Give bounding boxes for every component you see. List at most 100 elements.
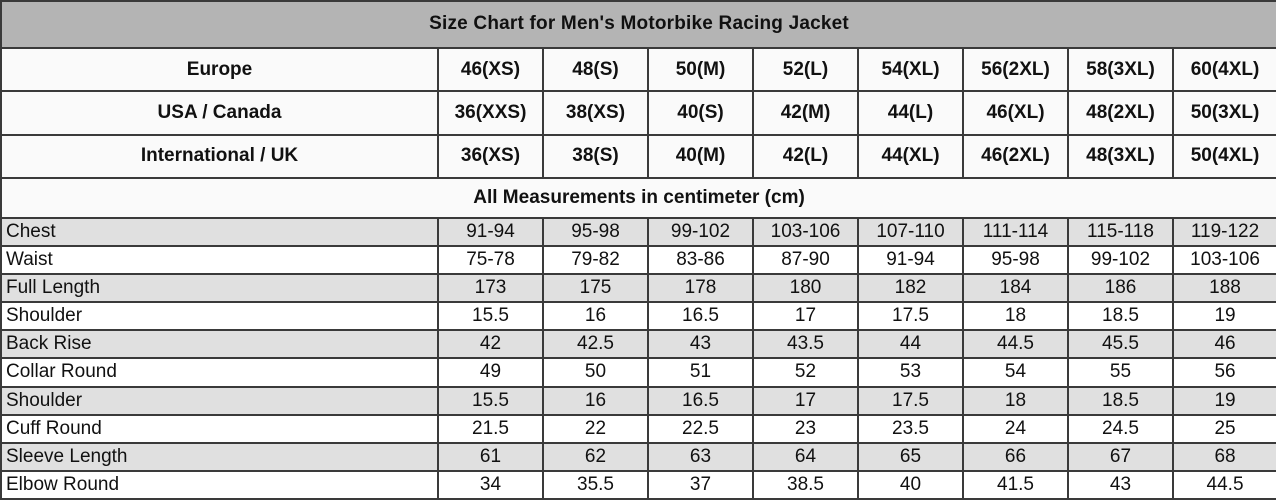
measurement-value: 61 [437,441,544,472]
measurement-label: Full Length [0,272,439,304]
measurement-row: Collar Round 49 50 51 52 53 54 55 56 [0,357,1276,388]
measurement-label: Cuff Round [0,413,439,444]
measurement-value: 38.5 [752,469,859,500]
measurement-value: 75-78 [437,244,544,276]
measurement-value: 17.5 [857,301,964,332]
measurement-value: 21.5 [437,413,544,444]
measurement-value: 99-102 [1067,244,1174,276]
measurement-value: 18 [962,301,1069,332]
measurement-value: 184 [962,272,1069,304]
size-value: 50(4XL) [1171,133,1276,179]
size-system-label: Europe [0,46,439,93]
measurement-value: 43 [1067,469,1174,500]
size-value: 38(S) [542,133,649,179]
size-value: 44(XL) [857,133,964,179]
measurement-value: 66 [962,441,1069,472]
banner-row: All Measurements in centimeter (cm) [0,176,1276,219]
measurement-value: 24 [962,413,1069,444]
chart-title: Size Chart for Men's Motorbike Racing Ja… [0,0,1276,49]
size-value: 50(3XL) [1171,90,1276,136]
size-value: 44(L) [857,90,964,136]
size-value: 46(XS) [437,46,544,93]
measurement-value: 42 [437,329,544,360]
measurement-value: 54 [962,357,1069,388]
measurement-row: Full Length 173 175 178 180 182 184 186 188 [0,272,1276,304]
measurement-value: 22 [542,413,649,444]
measurement-value: 45.5 [1067,329,1174,360]
measurement-value: 49 [437,357,544,388]
size-system-label: USA / Canada [0,90,439,136]
measurement-value: 44.5 [1171,469,1276,500]
measurement-value: 83-86 [647,244,754,276]
measurement-value: 22.5 [647,413,754,444]
size-value: 42(M) [752,90,859,136]
measurement-row: Chest 91-94 95-98 99-102 103-106 107-110 111-1… [0,216,1276,247]
measurement-value: 111-114 [962,216,1069,247]
measurement-value: 17.5 [857,385,964,416]
size-system-label: International / UK [0,133,439,179]
measurement-rows: Chest 91-94 95-98 99-102 103-106 107-110 111-1… [0,216,1276,500]
measurement-value: 186 [1067,272,1174,304]
measurement-label: Sleeve Length [0,441,439,472]
size-value: 38(XS) [542,90,649,136]
measurement-value: 50 [542,357,649,388]
measurement-label: Collar Round [0,357,439,388]
size-value: 56(2XL) [962,46,1069,93]
measurement-value: 178 [647,272,754,304]
measurement-row: Back Rise 42 42.5 43 43.5 44 44.5 45.5 46 [0,329,1276,360]
measurement-unit-banner: All Measurements in centimeter (cm) [0,176,1276,219]
measurement-value: 62 [542,441,649,472]
measurement-row: Shoulder 15.5 16 16.5 17 17.5 18 18.5 19 [0,385,1276,416]
measurement-value: 16 [542,301,649,332]
measurement-label: Chest [0,216,439,247]
measurement-value: 17 [752,385,859,416]
measurement-value: 35.5 [542,469,649,500]
measurement-value: 43 [647,329,754,360]
size-value: 36(XS) [437,133,544,179]
measurement-value: 68 [1171,441,1276,472]
measurement-label: Shoulder [0,385,439,416]
measurement-value: 15.5 [437,385,544,416]
measurement-value: 91-94 [857,244,964,276]
size-system-row: Europe 46(XS) 48(S) 50(M) 52(L) 54(XL) 56(2XL)… [0,46,1276,93]
measurement-value: 16 [542,385,649,416]
measurement-value: 173 [437,272,544,304]
measurement-value: 115-118 [1067,216,1174,247]
measurement-value: 40 [857,469,964,500]
measurement-label: Shoulder [0,301,439,332]
size-chart-body: Size Chart for Men's Motorbike Racing Ja… [0,0,1276,49]
measurement-label: Back Rise [0,329,439,360]
size-value: 50(M) [647,46,754,93]
measurement-row: Elbow Round 34 35.5 37 38.5 40 41.5 43 44.5 [0,469,1276,500]
measurement-value: 52 [752,357,859,388]
measurement-value: 25 [1171,413,1276,444]
measurement-value: 18 [962,385,1069,416]
measurement-value: 18.5 [1067,385,1174,416]
measurement-value: 16.5 [647,385,754,416]
measurement-value: 95-98 [542,216,649,247]
measurement-value: 51 [647,357,754,388]
measurement-value: 64 [752,441,859,472]
measurement-value: 44 [857,329,964,360]
measurement-value: 16.5 [647,301,754,332]
measurement-value: 46 [1171,329,1276,360]
measurement-value: 42.5 [542,329,649,360]
size-value: 46(XL) [962,90,1069,136]
measurement-value: 37 [647,469,754,500]
size-value: 36(XXS) [437,90,544,136]
measurement-value: 180 [752,272,859,304]
measurement-value: 43.5 [752,329,859,360]
measurement-label: Waist [0,244,439,276]
measurement-row: Sleeve Length 61 62 63 64 65 66 67 68 [0,441,1276,472]
measurement-value: 67 [1067,441,1174,472]
measurement-value: 119-122 [1171,216,1276,247]
measurement-value: 79-82 [542,244,649,276]
measurement-value: 91-94 [437,216,544,247]
measurement-row: Shoulder 15.5 16 16.5 17 17.5 18 18.5 19 [0,301,1276,332]
measurement-value: 24.5 [1067,413,1174,444]
measurement-value: 23 [752,413,859,444]
measurement-value: 53 [857,357,964,388]
measurement-value: 56 [1171,357,1276,388]
size-value: 48(2XL) [1067,90,1174,136]
